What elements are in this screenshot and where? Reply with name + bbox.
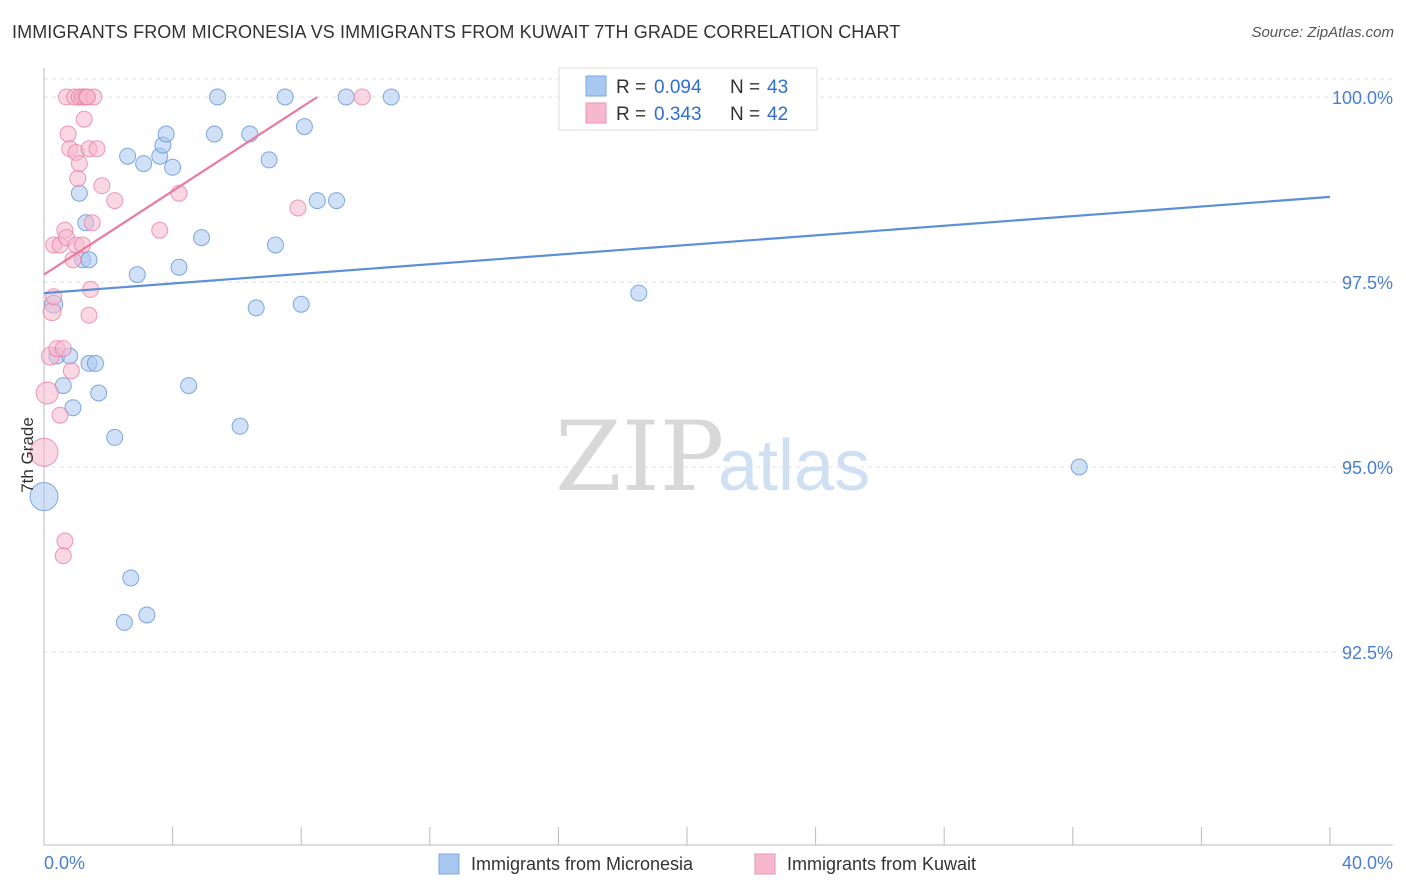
micronesia-point [106,428,124,446]
micronesia-point [138,606,156,624]
micronesia-point [29,482,59,512]
data-points [29,88,1088,631]
micronesia-point [90,384,108,402]
y-tick-label: 95.0% [1342,458,1393,478]
x-tick-labels: 0.0% 40.0% [44,853,1393,873]
kuwait-point [88,140,106,158]
legend-n-label: N = [730,104,760,125]
y-tick-label: 97.5% [1342,273,1393,293]
micronesia-point [209,88,227,106]
legend-r-value: 0.094 [654,77,702,98]
micronesia-trend-line [43,195,1331,295]
kuwait-point [56,532,74,550]
micronesia-point [630,284,648,302]
kuwait-point [106,192,124,210]
kuwait-point [42,302,62,322]
bottom-legend-swatch-micronesia [438,853,460,875]
kuwait-point [54,547,72,565]
legend-r-value: 0.343 [654,104,702,125]
trend-lines [43,96,1331,295]
kuwait-point [70,155,88,173]
chart-title: IMMIGRANTS FROM MICRONESIA VS IMMIGRANTS… [12,22,901,42]
kuwait-point [62,362,80,380]
micronesia-point [260,151,278,169]
bottom-legend-label: Immigrants from Micronesia [471,854,694,874]
micronesia-point [266,236,284,254]
gridlines [44,78,1393,653]
micronesia-point [119,147,137,165]
watermark-atlas: atlas [718,426,870,506]
micronesia-point [135,155,153,173]
source-credit: Source: ZipAtlas.com [1251,24,1394,41]
kuwait-point [29,437,59,467]
micronesia-point [193,229,211,247]
kuwait-point [151,221,169,239]
micronesia-point [86,354,104,372]
micronesia-point [70,184,88,202]
kuwait-point [353,88,371,106]
watermark-zip: ZIP [555,401,724,513]
watermark: ZIP atlas [555,401,870,513]
axes [43,68,1393,846]
micronesia-point [205,125,223,143]
stats-legend: R = 0.094 N = 43 R = 0.343 N = 42 [558,67,818,131]
micronesia-point [170,258,188,276]
kuwait-point [54,340,72,358]
micronesia-point [1070,458,1088,476]
kuwait-point [35,381,59,405]
micronesia-point [308,192,326,210]
legend-swatch-micronesia [585,75,607,97]
micronesia-point [80,251,98,269]
micronesia-point [157,125,175,143]
micronesia-point [337,88,355,106]
x-tick-label: 0.0% [44,853,85,873]
micronesia-point [247,299,265,317]
micronesia-point [122,569,140,587]
bottom-legend-label: Immigrants from Kuwait [787,854,976,874]
kuwait-point [59,125,77,143]
legend-swatch-kuwait [585,102,607,124]
kuwait-trend-line [43,96,318,276]
kuwait-point [75,110,93,128]
legend-r-label: R = [616,104,646,125]
micronesia-point [231,417,249,435]
y-tick-label: 92.5% [1342,643,1393,663]
legend-n-label: N = [730,77,760,98]
micronesia-point [128,266,146,284]
micronesia-point [180,377,198,395]
kuwait-point [289,199,307,217]
micronesia-point [382,88,400,106]
micronesia-point [276,88,294,106]
legend-n-value: 42 [767,104,788,125]
micronesia-point [115,613,133,631]
bottom-legend-swatch-kuwait [754,853,776,875]
y-tick-label: 100.0% [1332,88,1393,108]
kuwait-point [83,214,101,232]
kuwait-point [78,88,96,106]
y-tick-labels: 92.5% 95.0% 97.5% 100.0% [1332,88,1393,663]
kuwait-point [80,306,98,324]
micronesia-point [164,158,182,176]
micronesia-point [328,192,346,210]
kuwait-point [69,169,87,187]
micronesia-point [64,399,82,417]
series-legend: Immigrants from Micronesia Immigrants fr… [438,853,976,875]
kuwait-point [93,177,111,195]
kuwait-point [51,406,69,424]
micronesia-point [295,118,313,136]
y-axis-title: 7th Grade [18,417,37,493]
legend-r-label: R = [616,77,646,98]
x-tick-label: 40.0% [1342,853,1393,873]
legend-n-value: 43 [767,77,788,98]
micronesia-point [292,295,310,313]
